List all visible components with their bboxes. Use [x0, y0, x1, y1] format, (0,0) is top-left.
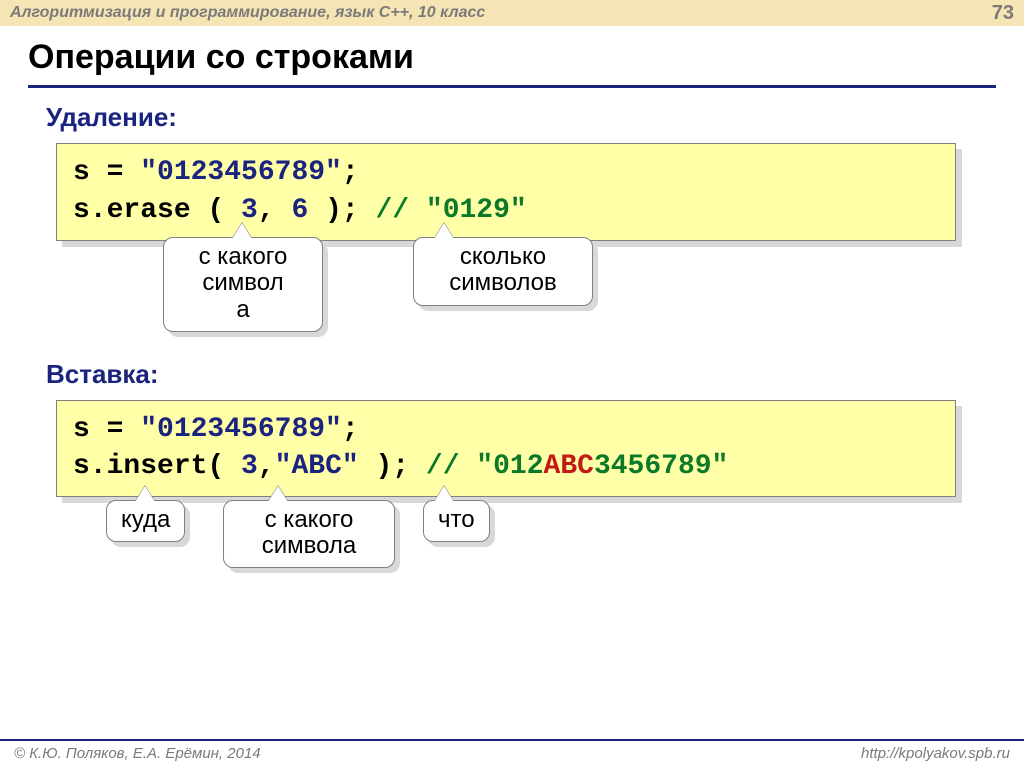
code-text: s = [73, 157, 140, 188]
code-text: s = [73, 414, 140, 445]
code-text: s.erase ( [73, 195, 241, 226]
callout-what: что [423, 500, 490, 542]
comment-highlight: ABC [544, 451, 594, 482]
callout-from-char-2: с какого символа [223, 500, 395, 569]
callout-where: куда [106, 500, 185, 542]
code-block-insert: s = "0123456789"; s.insert( 3,"ABC" ); /… [56, 400, 956, 498]
arg-count: 6 [291, 195, 308, 226]
comment-part: 3456789" [594, 451, 728, 482]
code-line-1: s = "0123456789"; [73, 411, 939, 449]
code-text: s.insert( [73, 451, 241, 482]
code-line-2: s.insert( 3,"ABC" ); // "012ABC3456789" [73, 448, 939, 486]
code-text: ); [359, 451, 426, 482]
slide-content: Операции со строками Удаление: s = "0123… [0, 26, 1024, 497]
callout-text: куда [121, 506, 170, 533]
code-text: , [258, 451, 275, 482]
arg-index: 3 [241, 195, 258, 226]
page-number: 73 [992, 2, 1014, 25]
insert-section-label: Вставка: [46, 359, 996, 390]
copyright-text: © К.Ю. Поляков, Е.А. Ерёмин, 2014 [14, 745, 261, 762]
callout-text: с какого символ а [199, 243, 288, 323]
code-line-2: s.erase ( 3, 6 ); // "0129" [73, 192, 939, 230]
code-text: , [258, 195, 292, 226]
callout-text: сколько символов [449, 243, 557, 296]
callout-how-many: сколько символов [413, 237, 593, 306]
subject-label: Алгоритмизация и программирование, язык … [10, 4, 485, 22]
code-comment: // "012ABC3456789" [426, 451, 728, 482]
code-text: ; [342, 414, 359, 445]
string-literal: "0123456789" [140, 414, 342, 445]
code-text: ; [342, 157, 359, 188]
code-text: ); [308, 195, 375, 226]
code-line-1: s = "0123456789"; [73, 154, 939, 192]
footer-url: http://kpolyakov.spb.ru [861, 745, 1010, 762]
delete-section-label: Удаление: [46, 102, 996, 133]
callout-text: с какого символа [262, 506, 357, 559]
slide-title: Операции со строками [28, 38, 996, 88]
arg-index: 3 [241, 451, 258, 482]
arg-string: "ABC" [275, 451, 359, 482]
code-comment: // "0129" [375, 195, 526, 226]
comment-part: // "012 [426, 451, 544, 482]
callout-text: что [438, 506, 475, 533]
string-literal: "0123456789" [140, 157, 342, 188]
slide-footer: © К.Ю. Поляков, Е.А. Ерёмин, 2014 http:/… [0, 739, 1024, 768]
callout-from-char: с какого символ а [163, 237, 323, 332]
slide-header: Алгоритмизация и программирование, язык … [0, 0, 1024, 26]
code-block-erase: s = "0123456789"; s.erase ( 3, 6 ); // "… [56, 143, 956, 241]
